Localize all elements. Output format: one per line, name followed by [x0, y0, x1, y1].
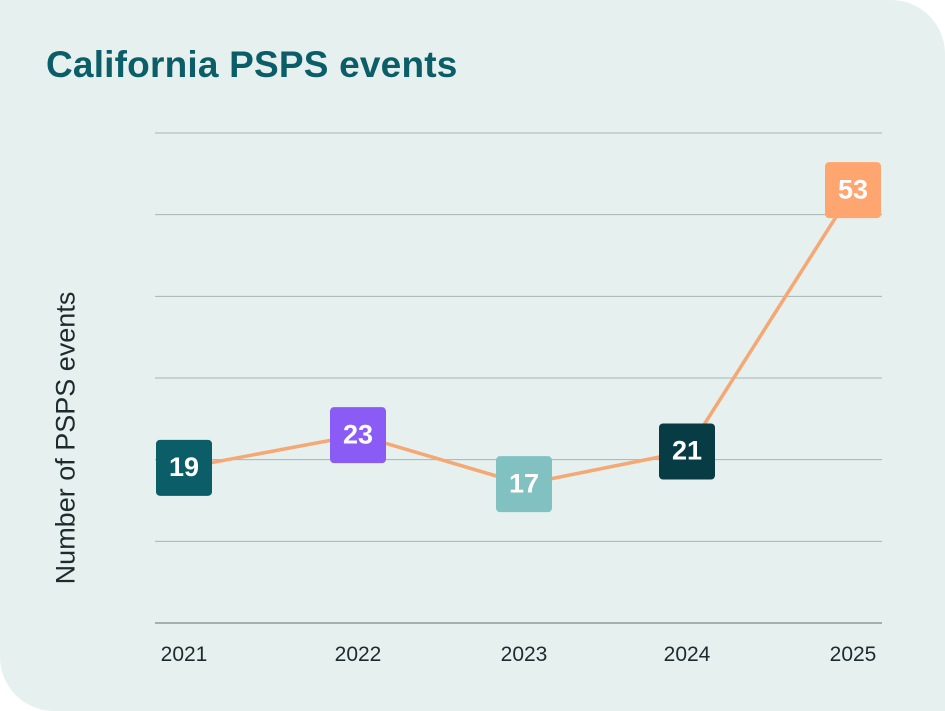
data-label: 19 — [169, 452, 199, 482]
data-point: 53 — [825, 162, 881, 219]
x-tick-labels: 2021 2022 2023 2024 2025 — [161, 643, 877, 666]
data-label: 53 — [838, 174, 868, 204]
data-marker — [330, 407, 386, 464]
data-label: 21 — [672, 436, 702, 466]
x-tick-label: 2022 — [335, 643, 382, 666]
series-line — [183, 189, 855, 486]
data-point: 23 — [330, 407, 386, 464]
x-tick-label: 2025 — [830, 643, 877, 666]
data-marker — [496, 456, 552, 513]
x-tick-label: 2024 — [664, 643, 711, 666]
data-marker — [825, 162, 881, 219]
chart-title: California PSPS events — [46, 44, 458, 85]
data-point: 21 — [659, 423, 715, 480]
x-tick-label: 2023 — [501, 643, 548, 666]
data-point: 17 — [496, 456, 552, 513]
data-marker — [156, 439, 212, 496]
data-label: 23 — [343, 419, 373, 449]
x-tick-label: 2021 — [161, 643, 208, 666]
data-point: 19 — [156, 439, 212, 496]
data-markers: 19 23 17 21 53 — [156, 162, 881, 513]
data-marker — [659, 423, 715, 480]
data-label: 17 — [509, 468, 539, 498]
